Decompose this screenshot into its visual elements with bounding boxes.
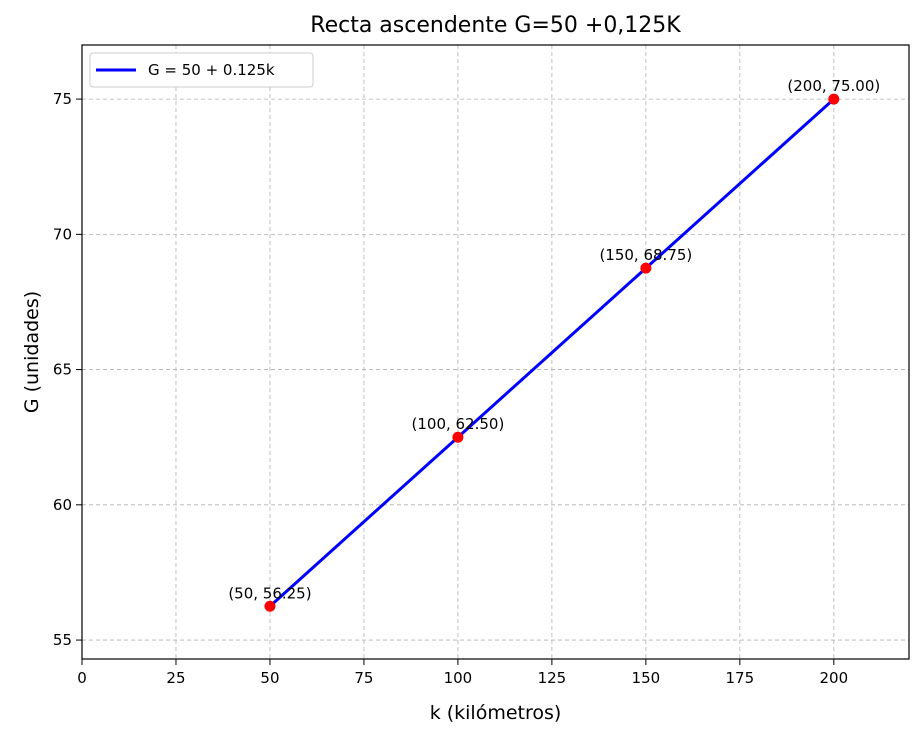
y-tick-label: 65 — [53, 361, 72, 379]
legend-entry: G = 50 + 0.125k — [148, 61, 275, 79]
data-labels: (50, 56.25) (100, 62.50) (150, 68.75) (200,… — [228, 77, 880, 602]
data-point — [264, 600, 276, 612]
x-tick-label: 200 — [819, 669, 848, 687]
data-point — [640, 262, 652, 274]
data-label: (200, 75.00) — [787, 77, 880, 95]
series-layer — [268, 97, 835, 608]
y-tick-label: 70 — [53, 225, 72, 243]
x-tick-label: 25 — [166, 669, 185, 687]
data-point — [452, 431, 464, 443]
x-tick-label: 175 — [726, 669, 755, 687]
data-label: (50, 56.25) — [228, 584, 311, 602]
series-line — [268, 97, 835, 608]
chart-title: Recta ascendente G=50 +0,125K — [310, 13, 681, 38]
legend-box — [89, 52, 314, 88]
y-tick-label: 55 — [53, 631, 72, 649]
x-axis-ticks: 0 25 50 75 100 125 150 175 200 — [77, 659, 848, 687]
y-tick-label: 60 — [53, 496, 72, 514]
x-tick-label: 50 — [260, 669, 279, 687]
x-tick-label: 75 — [354, 669, 373, 687]
data-label: (100, 62.50) — [412, 415, 505, 433]
y-axis-ticks: 55 60 65 70 75 — [53, 90, 82, 649]
y-axis-label: G (unidades) — [21, 291, 43, 413]
x-tick-label: 100 — [444, 669, 473, 687]
x-tick-label: 0 — [77, 669, 87, 687]
y-tick-label: 75 — [53, 90, 72, 108]
data-label: (150, 68.75) — [599, 246, 692, 264]
data-point — [828, 93, 840, 105]
x-tick-label: 150 — [632, 669, 661, 687]
plot-frame — [81, 44, 910, 660]
points-layer — [264, 93, 840, 612]
x-tick-label: 125 — [538, 669, 567, 687]
x-axis-label: k (kilómetros) — [430, 702, 562, 724]
grid — [81, 45, 909, 659]
legend: G = 50 + 0.125k — [89, 52, 314, 88]
